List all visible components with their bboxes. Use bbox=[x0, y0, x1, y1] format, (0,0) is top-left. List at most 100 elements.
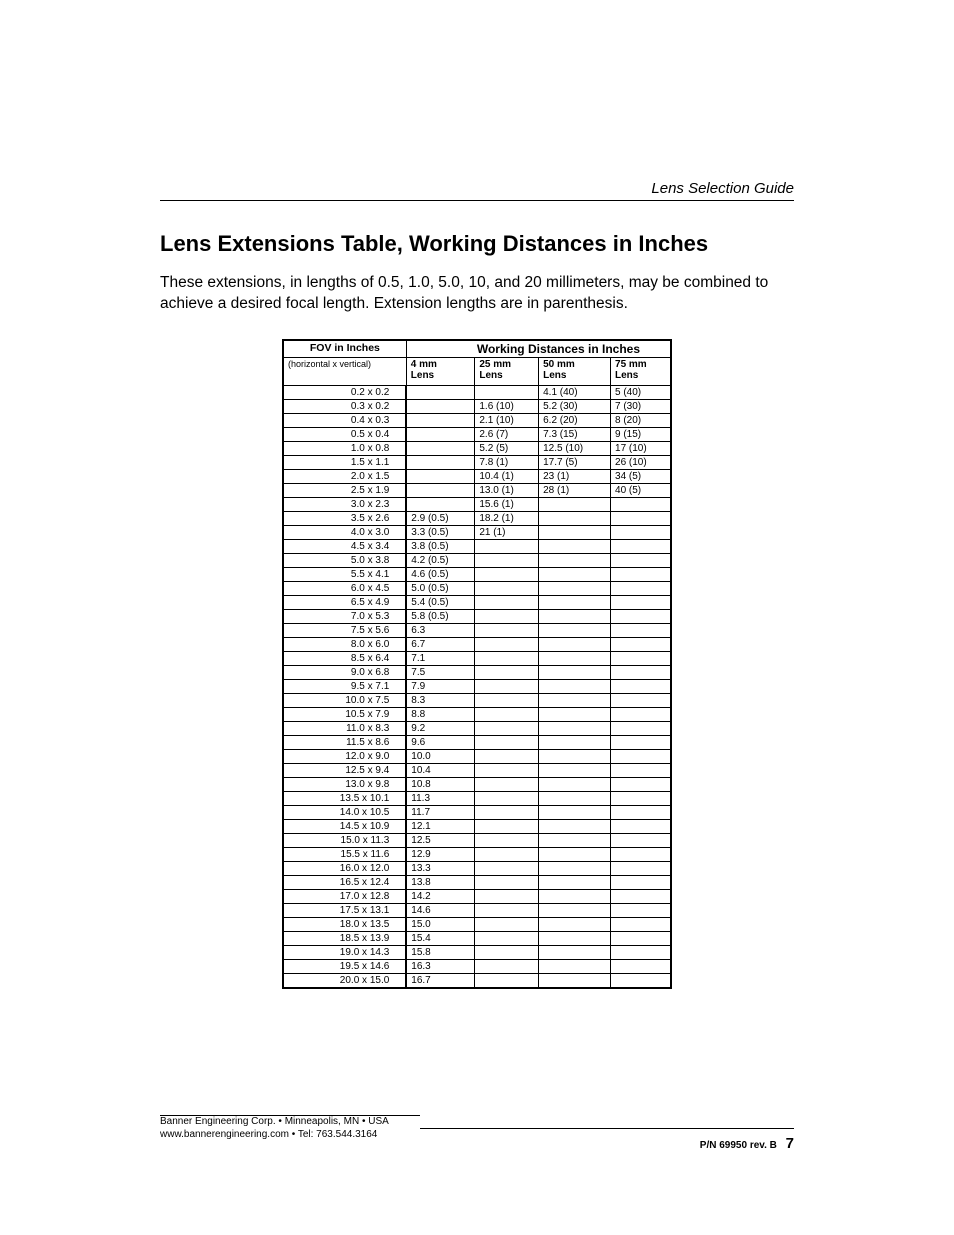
cell-lens-1: 1.6 (10) bbox=[475, 399, 539, 413]
cell-lens-0: 4.2 (0.5) bbox=[406, 553, 475, 567]
cell-lens-0: 5.4 (0.5) bbox=[406, 595, 475, 609]
table-row: 12.0 x 9.010.0 bbox=[283, 749, 671, 763]
cell-lens-0: 14.6 bbox=[406, 903, 475, 917]
cell-fov: 2.5 x 1.9 bbox=[283, 483, 406, 497]
cell-lens-0: 12.5 bbox=[406, 833, 475, 847]
cell-fov: 4.0 x 3.0 bbox=[283, 525, 406, 539]
cell-lens-2: 23 (1) bbox=[539, 469, 611, 483]
cell-lens-1 bbox=[475, 973, 539, 988]
cell-lens-1 bbox=[475, 917, 539, 931]
intro-paragraph: These extensions, in lengths of 0.5, 1.0… bbox=[160, 273, 794, 315]
cell-lens-0 bbox=[406, 413, 475, 427]
cell-lens-1 bbox=[475, 763, 539, 777]
cell-lens-2: 17.7 (5) bbox=[539, 455, 611, 469]
cell-fov: 18.5 x 13.9 bbox=[283, 931, 406, 945]
lens-col-top: 25 mm bbox=[479, 359, 511, 370]
lens-col-top: 75 mm bbox=[615, 359, 647, 370]
cell-lens-0 bbox=[406, 455, 475, 469]
cell-lens-0: 8.3 bbox=[406, 693, 475, 707]
cell-lens-3 bbox=[611, 763, 671, 777]
cell-fov: 6.0 x 4.5 bbox=[283, 581, 406, 595]
cell-lens-3: 40 (5) bbox=[611, 483, 671, 497]
table-row: 10.0 x 7.58.3 bbox=[283, 693, 671, 707]
cell-lens-3: 8 (20) bbox=[611, 413, 671, 427]
cell-fov: 11.0 x 8.3 bbox=[283, 721, 406, 735]
col-header-working-distances: Working Distances in Inches bbox=[406, 340, 671, 358]
cell-lens-3 bbox=[611, 595, 671, 609]
cell-lens-0 bbox=[406, 427, 475, 441]
table-row: 16.5 x 12.413.8 bbox=[283, 875, 671, 889]
cell-fov: 10.5 x 7.9 bbox=[283, 707, 406, 721]
cell-fov: 14.5 x 10.9 bbox=[283, 819, 406, 833]
page-title: Lens Extensions Table, Working Distances… bbox=[160, 231, 794, 257]
table-row: 6.5 x 4.95.4 (0.5) bbox=[283, 595, 671, 609]
cell-lens-2 bbox=[539, 665, 611, 679]
cell-lens-2 bbox=[539, 763, 611, 777]
footer-rule-long bbox=[420, 1128, 794, 1129]
table-row: 8.5 x 6.47.1 bbox=[283, 651, 671, 665]
table-row: 11.5 x 8.69.6 bbox=[283, 735, 671, 749]
lens-col-top: 4 mm bbox=[411, 359, 437, 370]
lens-col-bot: Lens bbox=[411, 370, 434, 381]
table-row: 5.0 x 3.84.2 (0.5) bbox=[283, 553, 671, 567]
cell-fov: 13.0 x 9.8 bbox=[283, 777, 406, 791]
document-section-header: Lens Selection Guide bbox=[160, 180, 794, 201]
cell-lens-3 bbox=[611, 707, 671, 721]
cell-lens-1 bbox=[475, 833, 539, 847]
cell-lens-2 bbox=[539, 847, 611, 861]
cell-lens-2 bbox=[539, 721, 611, 735]
cell-lens-2 bbox=[539, 693, 611, 707]
cell-fov: 7.5 x 5.6 bbox=[283, 623, 406, 637]
table-row: 4.5 x 3.43.8 (0.5) bbox=[283, 539, 671, 553]
footer-right: P/N 69950 rev. B 7 bbox=[700, 1135, 794, 1152]
cell-lens-0: 2.9 (0.5) bbox=[406, 511, 475, 525]
col-header-lens-50mm: 50 mm Lens bbox=[539, 357, 611, 385]
cell-lens-1 bbox=[475, 931, 539, 945]
cell-lens-3: 26 (10) bbox=[611, 455, 671, 469]
cell-lens-0: 7.5 bbox=[406, 665, 475, 679]
cell-lens-1 bbox=[475, 749, 539, 763]
cell-lens-3 bbox=[611, 637, 671, 651]
cell-lens-1 bbox=[475, 553, 539, 567]
cell-lens-2 bbox=[539, 609, 611, 623]
cell-lens-1: 10.4 (1) bbox=[475, 469, 539, 483]
cell-lens-2 bbox=[539, 623, 611, 637]
cell-lens-2 bbox=[539, 805, 611, 819]
cell-lens-2 bbox=[539, 749, 611, 763]
table-row: 15.0 x 11.312.5 bbox=[283, 833, 671, 847]
table-row: 18.0 x 13.515.0 bbox=[283, 917, 671, 931]
cell-lens-2 bbox=[539, 679, 611, 693]
cell-lens-2 bbox=[539, 973, 611, 988]
cell-lens-3 bbox=[611, 945, 671, 959]
cell-lens-0: 11.3 bbox=[406, 791, 475, 805]
page: Lens Selection Guide Lens Extensions Tab… bbox=[0, 0, 954, 1235]
cell-lens-1 bbox=[475, 903, 539, 917]
cell-lens-2: 6.2 (20) bbox=[539, 413, 611, 427]
cell-lens-1 bbox=[475, 721, 539, 735]
cell-lens-3 bbox=[611, 609, 671, 623]
cell-fov: 6.5 x 4.9 bbox=[283, 595, 406, 609]
cell-lens-1 bbox=[475, 861, 539, 875]
cell-lens-1: 18.2 (1) bbox=[475, 511, 539, 525]
cell-fov: 19.0 x 14.3 bbox=[283, 945, 406, 959]
cell-lens-1: 15.6 (1) bbox=[475, 497, 539, 511]
col-header-lens-4mm: 4 mm Lens bbox=[406, 357, 475, 385]
cell-fov: 0.5 x 0.4 bbox=[283, 427, 406, 441]
table-row: 2.5 x 1.913.0 (1)28 (1)40 (5) bbox=[283, 483, 671, 497]
cell-lens-0: 15.4 bbox=[406, 931, 475, 945]
table-row: 2.0 x 1.510.4 (1)23 (1)34 (5) bbox=[283, 469, 671, 483]
cell-lens-3: 34 (5) bbox=[611, 469, 671, 483]
cell-lens-0: 7.1 bbox=[406, 651, 475, 665]
cell-lens-3 bbox=[611, 497, 671, 511]
cell-lens-2 bbox=[539, 791, 611, 805]
table-row: 15.5 x 11.612.9 bbox=[283, 847, 671, 861]
cell-lens-0: 3.8 (0.5) bbox=[406, 539, 475, 553]
cell-fov: 7.0 x 5.3 bbox=[283, 609, 406, 623]
cell-lens-2 bbox=[539, 651, 611, 665]
footer-page-number: 7 bbox=[786, 1135, 794, 1152]
cell-lens-1 bbox=[475, 791, 539, 805]
cell-lens-1 bbox=[475, 735, 539, 749]
col-header-lens-75mm: 75 mm Lens bbox=[611, 357, 671, 385]
table-header-row-2: (horizontal x vertical) 4 mm Lens 25 mm … bbox=[283, 357, 671, 385]
cell-lens-2 bbox=[539, 777, 611, 791]
